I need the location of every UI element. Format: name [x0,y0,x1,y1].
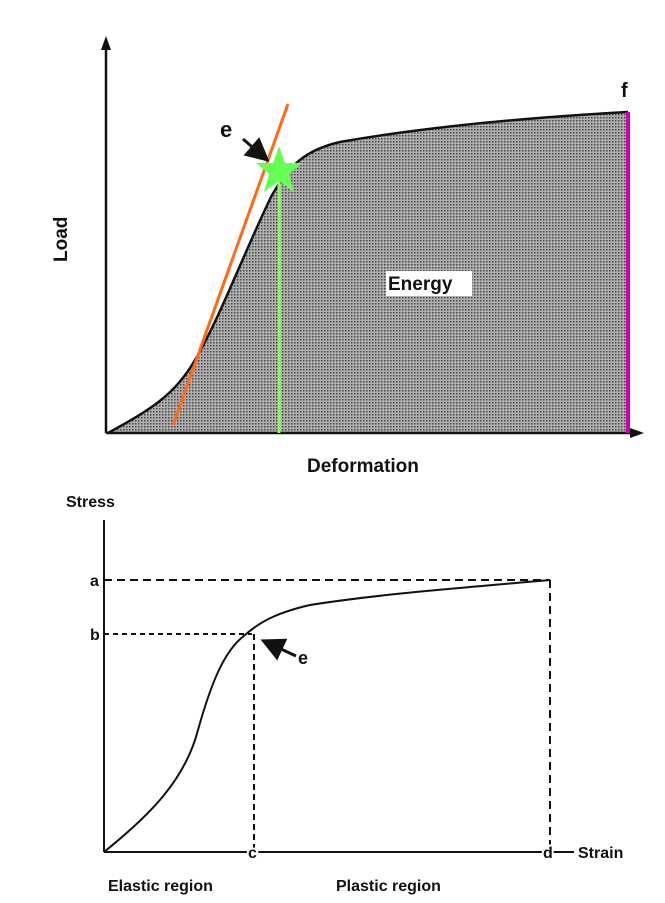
bottom-elastic-limit-arrow [266,642,296,656]
top-y-axis-label: Load [51,217,72,262]
elastic-region-label: Elastic region [108,878,213,895]
elastic-limit-arrow [243,139,265,158]
top-x-axis-label: Deformation [307,456,419,477]
top-graph: e f Energy Deformation Load [51,36,644,477]
top-y-axis-arrow [101,36,111,50]
plastic-region-label: Plastic region [336,878,441,895]
point-c-label: c [248,845,257,862]
point-d-label: d [543,845,553,862]
failure-label: f [621,80,628,102]
bottom-y-axis-label: Stress [66,494,115,511]
diagram-svg: e f Energy Deformation Load Stress a b e… [0,0,665,903]
bottom-graph: Stress a b e c d Strain Elastic region P… [66,494,623,895]
stress-strain-curve [104,580,550,852]
elastic-limit-label: e [220,117,232,142]
point-b-label: b [90,627,100,644]
bottom-elastic-limit-label: e [298,648,308,668]
energy-label: Energy [388,274,453,295]
diagram-stage: e f Energy Deformation Load Stress a b e… [0,0,665,903]
point-a-label: a [90,573,99,590]
top-x-axis-arrow [630,428,644,438]
bottom-x-axis-label: Strain [578,845,623,862]
